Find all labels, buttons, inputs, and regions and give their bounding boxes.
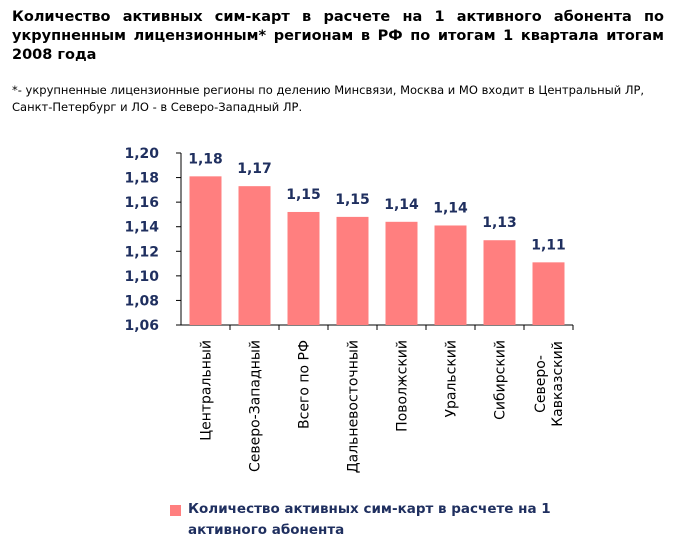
category-label-line: Дальневосточный <box>346 340 362 473</box>
data-label: 1,13 <box>482 215 517 231</box>
bar <box>483 240 516 325</box>
category-label: Центральный <box>199 340 215 441</box>
y-tick-label: 1,20 <box>124 146 159 162</box>
category-label-line: Поволжский <box>395 340 411 432</box>
category-label: Уральский <box>444 340 460 418</box>
bar <box>385 221 418 325</box>
y-tick-label: 1,14 <box>124 220 159 236</box>
category-label-line: Всего по РФ <box>297 340 313 429</box>
category-label: Сибирский <box>493 340 509 420</box>
bar <box>336 216 369 325</box>
category-label-line: Северо- <box>533 355 549 413</box>
bar <box>189 176 222 325</box>
category-label-line: Центральный <box>199 340 215 441</box>
data-label: 1,18 <box>188 151 223 167</box>
category-label-line: Уральский <box>444 340 460 418</box>
data-label: 1,17 <box>237 161 272 177</box>
data-label: 1,11 <box>531 237 566 253</box>
category-label-line: Кавказский <box>550 341 566 427</box>
footnote: *- укрупненные лицензионные регионы по д… <box>12 83 645 114</box>
y-tick-label: 1,16 <box>124 195 159 211</box>
bar <box>434 225 467 325</box>
legend-label: Количество активных сим-карт в расчете н… <box>188 501 551 538</box>
y-tick-label: 1,08 <box>124 293 159 309</box>
data-label: 1,14 <box>384 197 419 213</box>
bar <box>238 186 271 325</box>
y-tick-label: 1,06 <box>124 318 159 334</box>
category-label: Дальневосточный <box>346 340 362 473</box>
category-label-line: Северо-Западный <box>248 340 264 472</box>
category-label: Северо-Западный <box>248 340 264 472</box>
category-label: Северо-Кавказский <box>533 341 566 427</box>
legend-swatch <box>170 505 181 516</box>
chart-title: Количество активных сим-карт в расчете н… <box>12 9 664 63</box>
data-label: 1,15 <box>335 192 370 208</box>
category-label: Всего по РФ <box>297 340 313 429</box>
bar <box>287 211 320 325</box>
y-tick-label: 1,12 <box>124 244 159 260</box>
category-label: Поволжский <box>395 340 411 432</box>
y-tick-label: 1,18 <box>124 171 159 187</box>
bar-chart: 1,06 1,08 1,10 1,12 1,14 1,16 1,18 1,20 1,18 Цент… <box>124 146 574 473</box>
category-label-line: Сибирский <box>493 340 509 420</box>
y-tick-label: 1,10 <box>124 269 159 285</box>
bar <box>532 262 565 325</box>
data-label: 1,15 <box>286 187 321 203</box>
data-label: 1,14 <box>433 200 468 216</box>
